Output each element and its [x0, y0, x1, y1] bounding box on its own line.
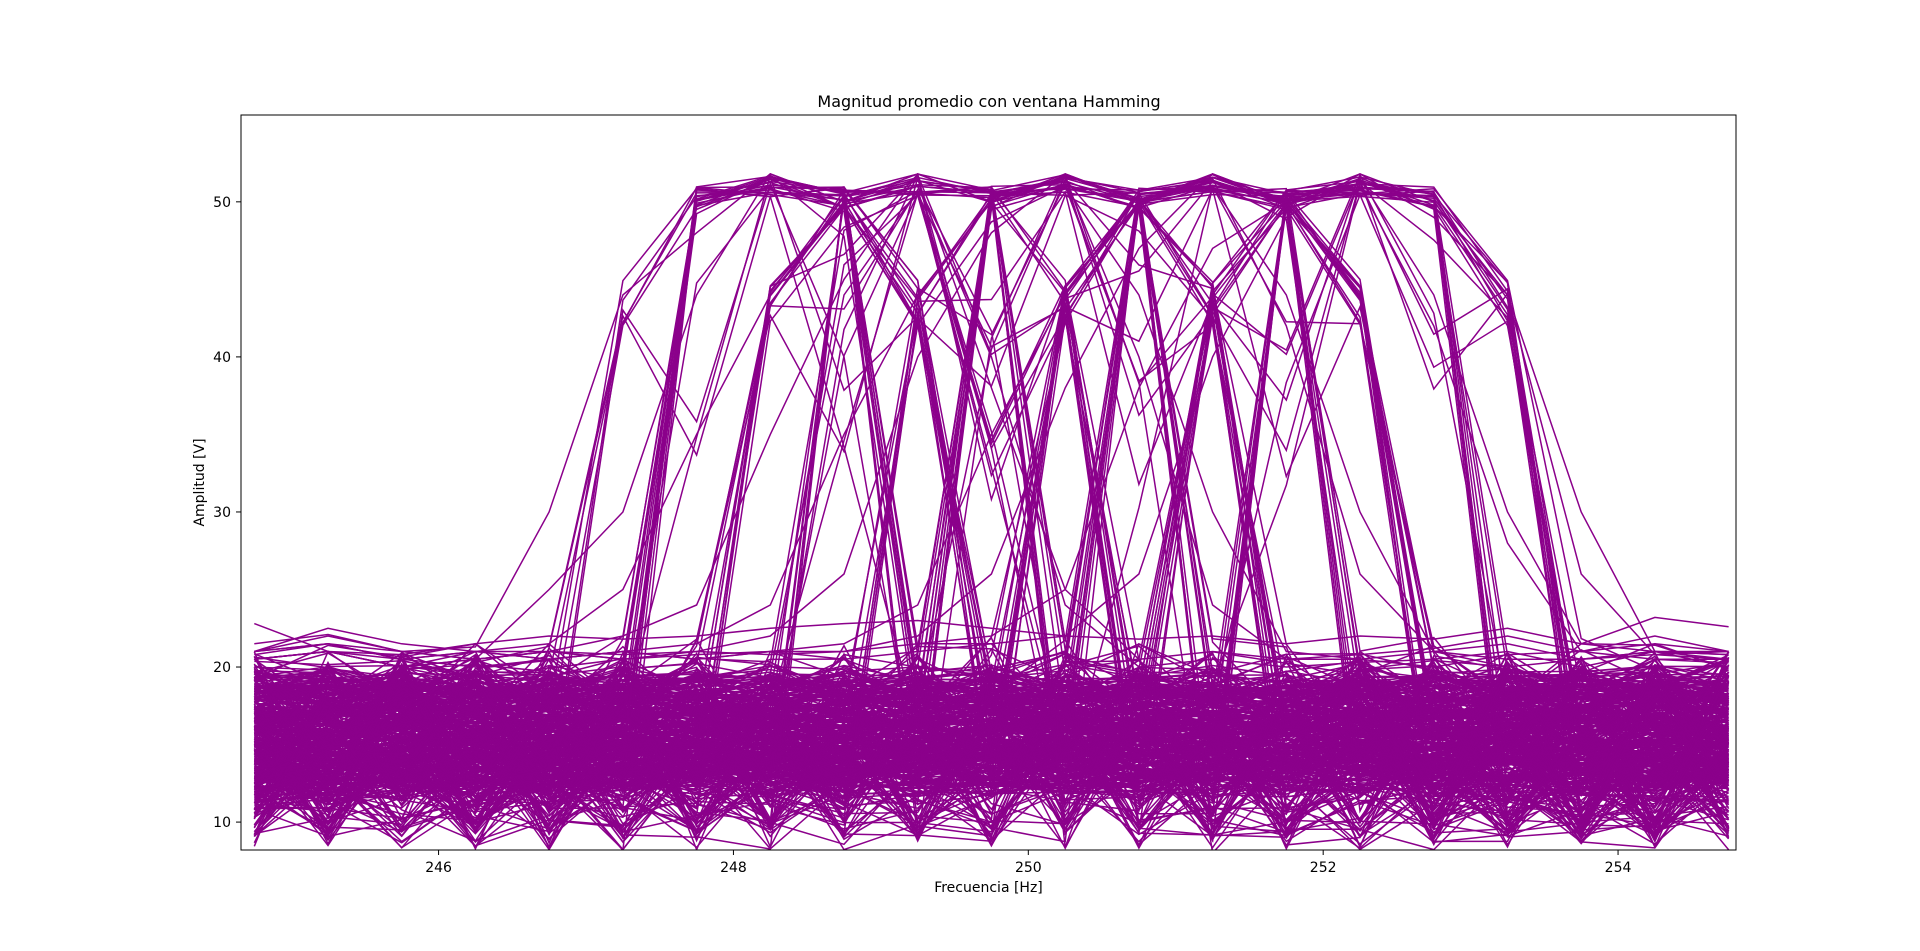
x-tick-label: 248 [720, 860, 747, 876]
series-line-393 [253, 179, 1730, 836]
series-line-408 [254, 173, 1729, 661]
series-line-396 [254, 180, 1730, 836]
x-tick-label: 246 [425, 860, 452, 876]
series-line-404 [254, 173, 1729, 668]
series-line-294 [254, 192, 1730, 826]
series-line-354 [254, 179, 1730, 812]
series-line-385 [253, 186, 1730, 813]
series-line-394 [253, 182, 1730, 833]
y-tick-label: 40 [213, 350, 231, 366]
y-tick-label: 20 [213, 660, 231, 676]
series-line-410 [254, 616, 1729, 656]
x-axis-label: Frecuencia [Hz] [934, 880, 1043, 896]
series-line-388 [254, 184, 1729, 822]
x-tick-label: 254 [1605, 860, 1632, 876]
y-axis-label: Amplitud [V] [192, 438, 208, 526]
y-axis: 10 20 30 40 50 [213, 195, 241, 831]
series-line-398 [253, 185, 1730, 827]
chart-title: Magnitud promedio con ventana Hamming [817, 92, 1160, 111]
y-tick-label: 50 [213, 195, 231, 211]
series-line-401 [254, 172, 1729, 668]
series-line-390 [253, 186, 1729, 833]
y-tick-label: 10 [213, 815, 231, 831]
series-line-344 [253, 188, 1730, 832]
series-line-379 [254, 180, 1730, 817]
series-line-384 [253, 176, 1729, 822]
series-line-397 [253, 190, 1730, 837]
series-line-386 [253, 184, 1730, 831]
x-tick-label: 252 [1310, 860, 1337, 876]
y-tick-label: 30 [213, 505, 231, 521]
series-line-383 [253, 190, 1730, 836]
series-line-399 [254, 183, 1729, 806]
series-line-409 [254, 173, 1729, 668]
series-line-378 [253, 173, 1730, 814]
series-line-375 [253, 181, 1730, 837]
series-line-373 [253, 188, 1730, 831]
series-lines [253, 172, 1730, 850]
plot-area-frame [240, 114, 1737, 851]
x-axis: 246 248 250 252 254 [425, 850, 1631, 876]
series-line-364 [254, 192, 1729, 839]
series-line-311 [253, 191, 1729, 831]
x-tick-label: 250 [1015, 860, 1042, 876]
series-line-400 [254, 173, 1729, 661]
series-line-395 [254, 186, 1730, 831]
series-line-377 [253, 173, 1730, 842]
